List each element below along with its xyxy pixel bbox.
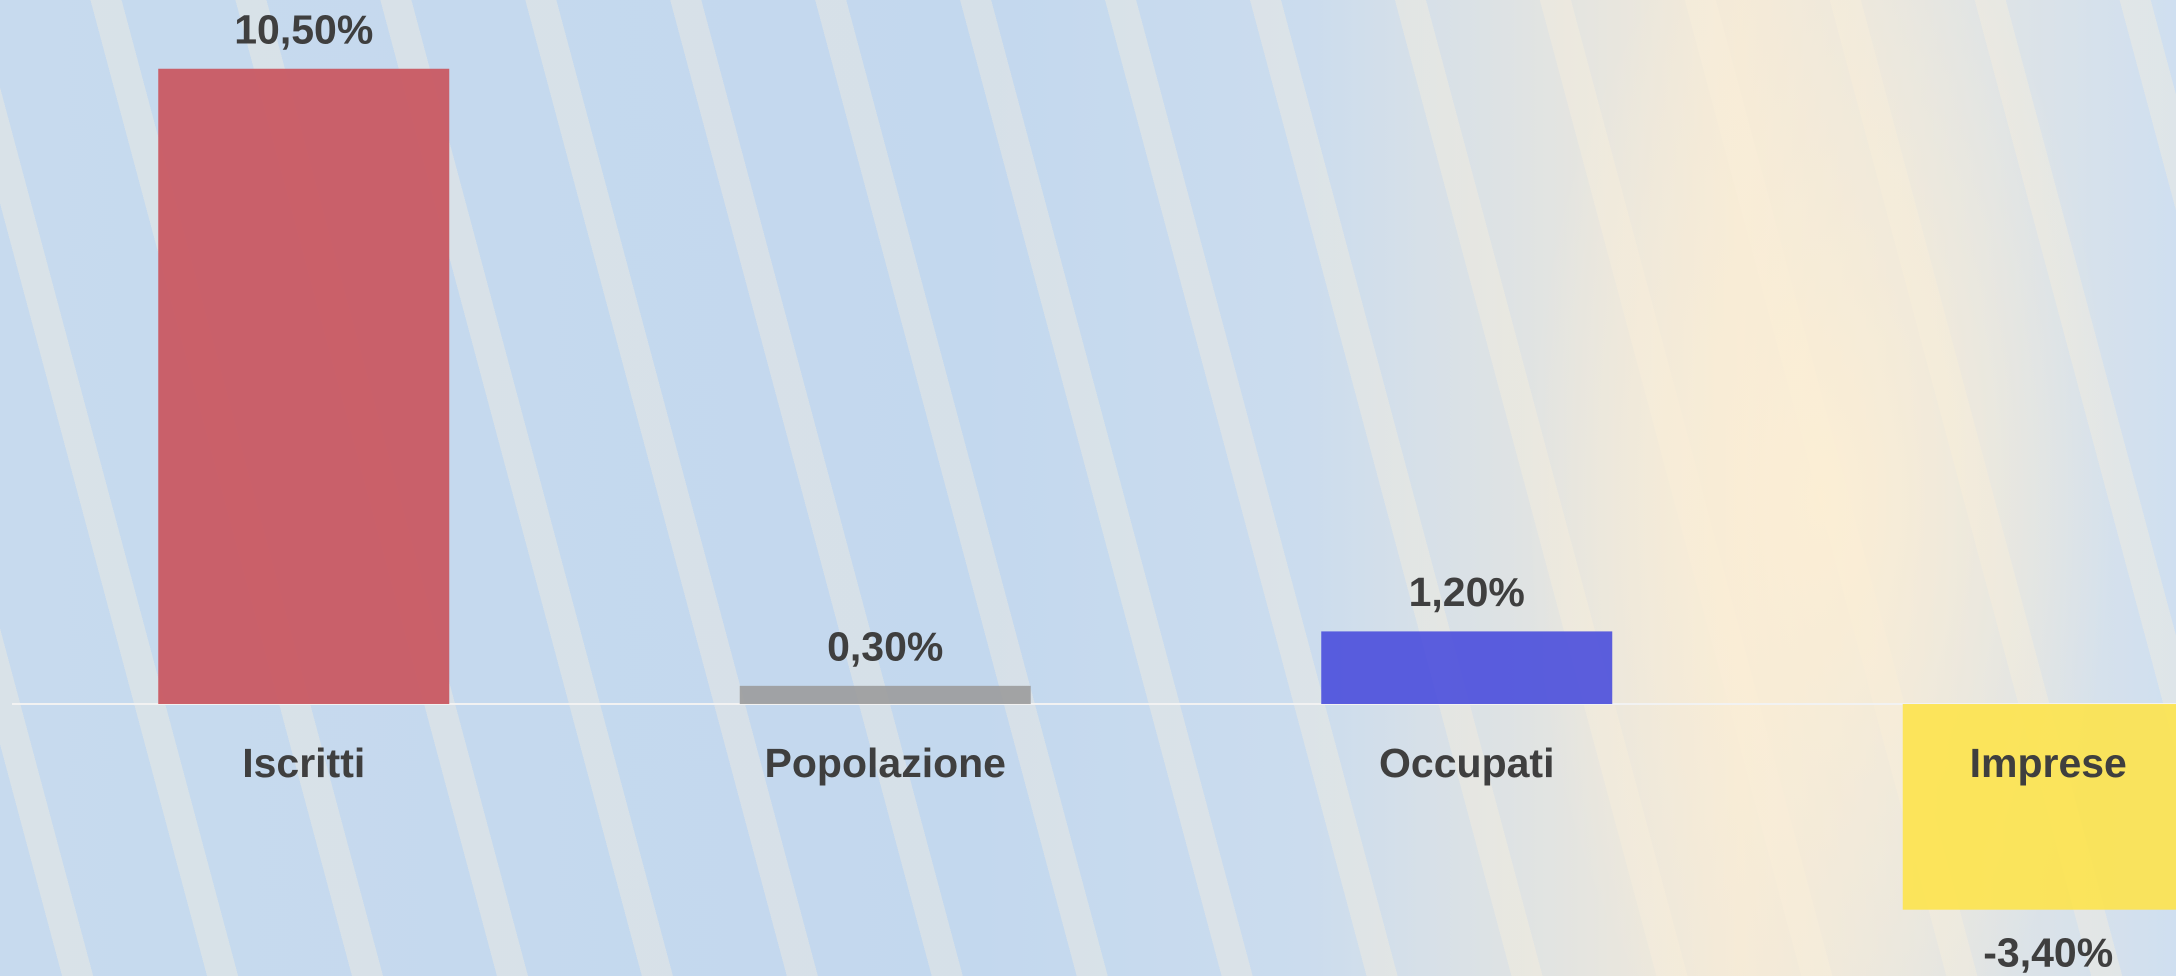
value-label: 0,30% <box>827 624 943 670</box>
bar <box>739 685 1031 704</box>
bar <box>158 68 450 704</box>
value-label: 1,20% <box>1409 569 1525 615</box>
category-label: Occupati <box>1379 740 1554 786</box>
category-label: Iscritti <box>242 740 365 786</box>
value-label: 10,50% <box>234 7 373 53</box>
value-label: -3,40% <box>1983 930 2113 976</box>
category-label: Popolazione <box>765 740 1006 786</box>
bar <box>1902 704 2176 910</box>
category-label: Imprese <box>1970 740 2127 786</box>
bar <box>1321 631 1613 704</box>
